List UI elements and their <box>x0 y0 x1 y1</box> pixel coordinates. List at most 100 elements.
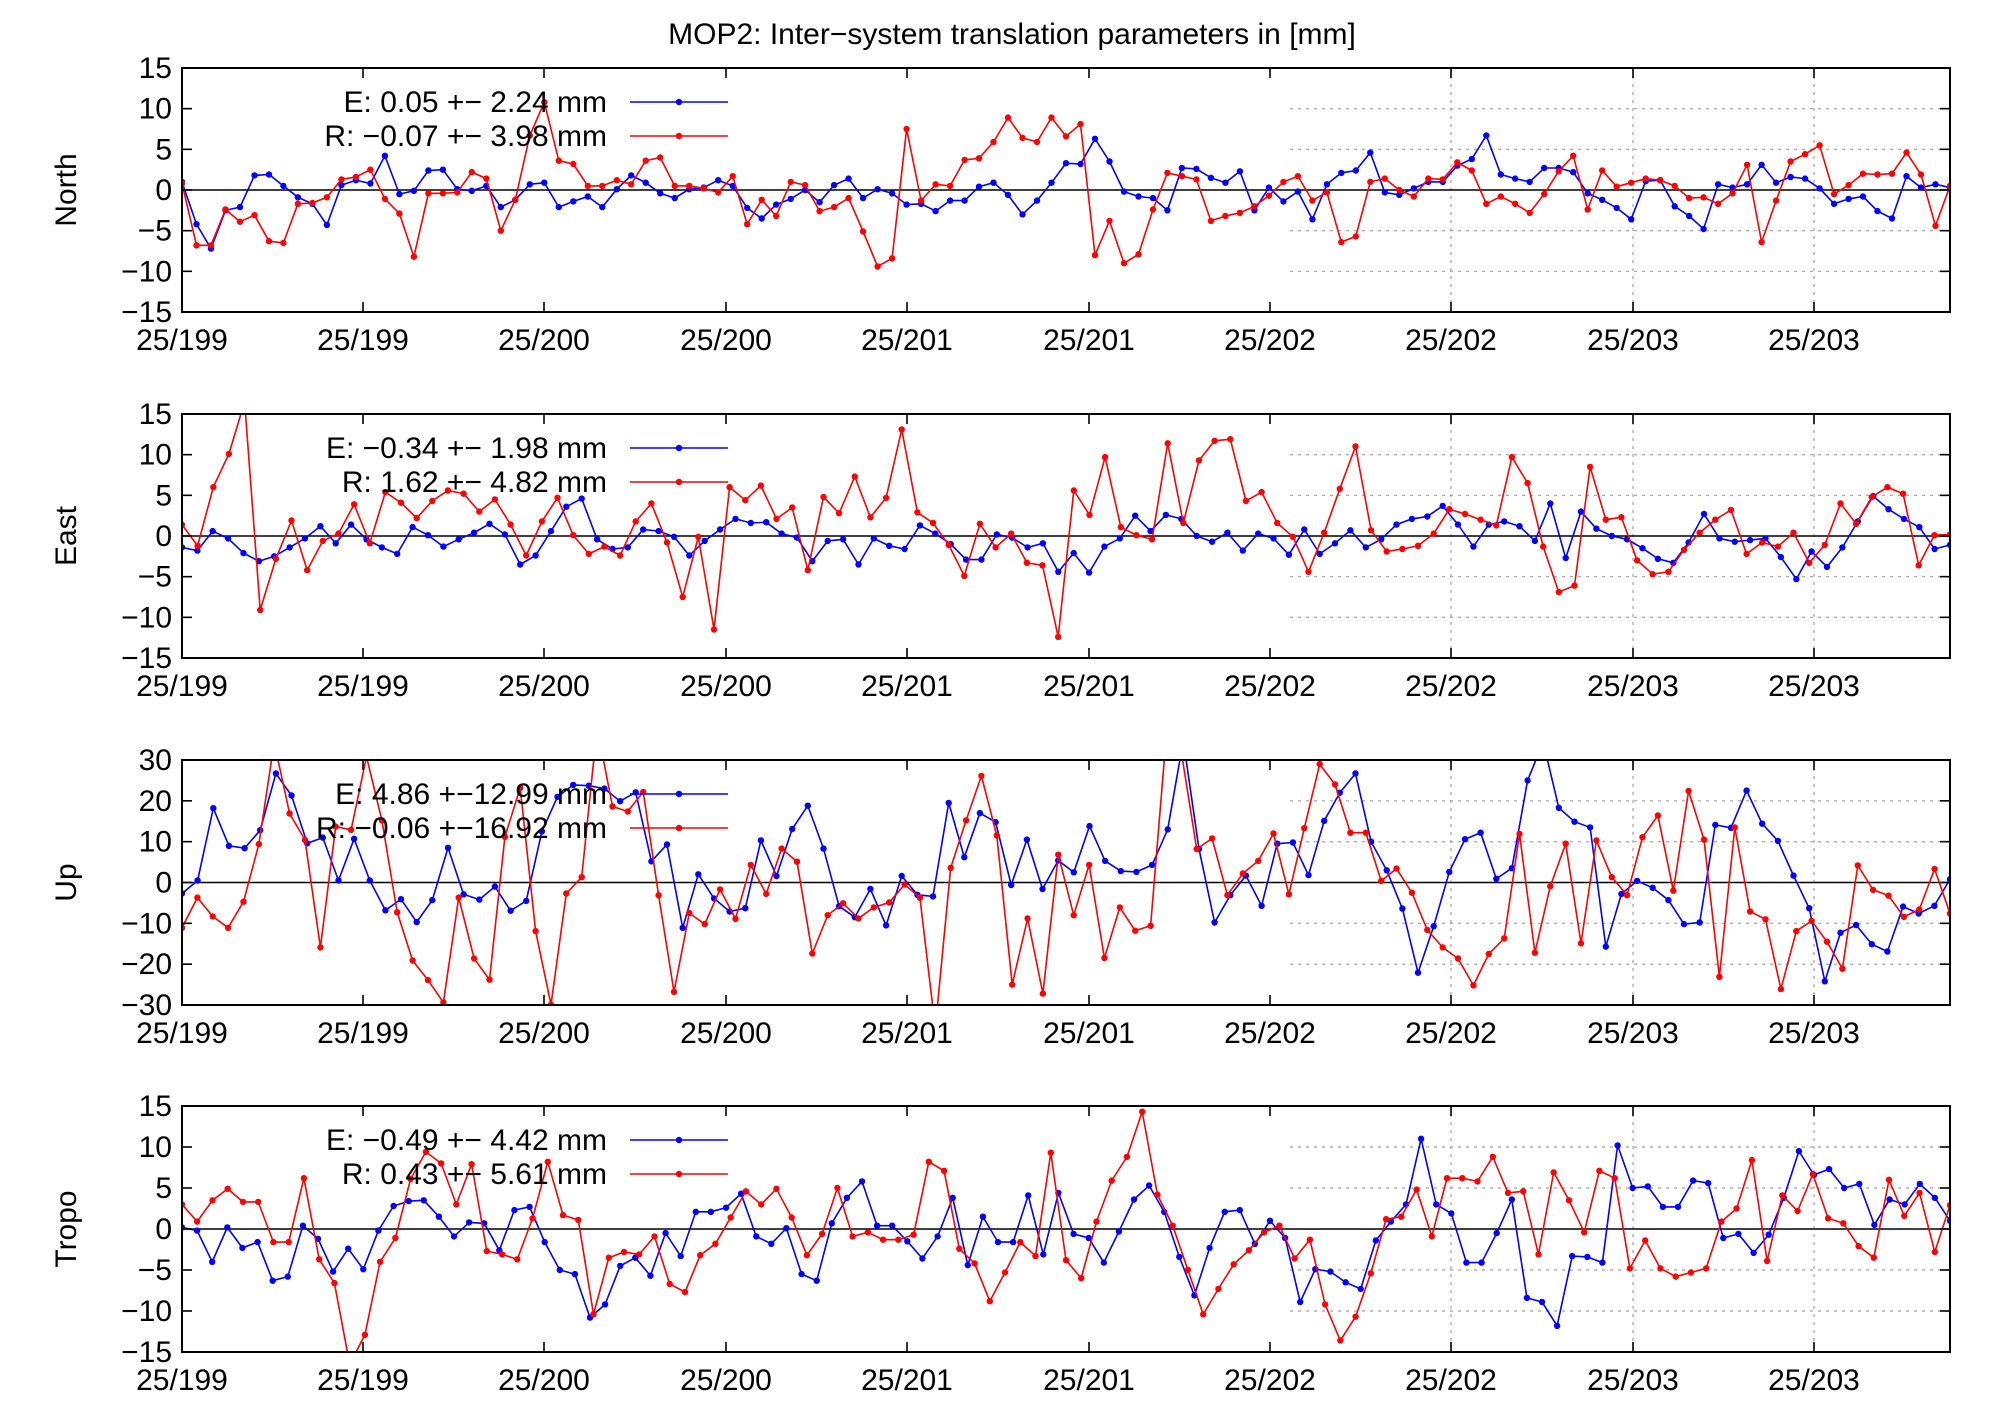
data-point-E <box>225 842 233 849</box>
y-tick-label: 15 <box>139 398 172 431</box>
data-point-R <box>224 924 232 931</box>
y-tick-label: −15 <box>121 642 172 675</box>
data-point-E <box>497 203 504 211</box>
data-point-E <box>1633 877 1641 885</box>
data-point-R <box>409 957 416 964</box>
data-point-R <box>1396 186 1403 194</box>
data-point-R <box>523 552 530 559</box>
data-point-R <box>655 892 662 899</box>
data-point-E <box>1931 1194 1939 1202</box>
data-point-R <box>855 915 862 922</box>
data-point-E <box>859 194 867 202</box>
data-point-R <box>309 199 316 207</box>
data-point-R <box>835 510 843 517</box>
data-point-R <box>331 1279 338 1287</box>
data-point-E <box>1555 804 1563 811</box>
data-point-E <box>1816 185 1823 192</box>
data-point-R <box>1885 892 1892 899</box>
data-point-R <box>1657 1265 1664 1272</box>
data-point-R <box>413 514 420 522</box>
x-tick-label: 25/202 <box>1224 324 1316 357</box>
data-point-R <box>1727 506 1735 514</box>
data-point-E <box>1790 872 1797 879</box>
data-point-E <box>1280 198 1287 205</box>
data-point-R <box>1671 182 1678 190</box>
y-tick-label: 10 <box>139 93 172 126</box>
data-point-E <box>517 561 524 568</box>
data-point-R <box>632 518 639 525</box>
data-point-R <box>947 864 954 871</box>
data-point-E <box>347 521 355 528</box>
data-point-R <box>818 1230 826 1238</box>
data-point-E <box>1454 521 1462 528</box>
data-point-R <box>1670 887 1677 894</box>
data-point-R <box>1772 197 1780 204</box>
data-point-R <box>422 1148 430 1156</box>
data-point-E <box>465 1219 473 1226</box>
data-point-E <box>455 536 462 543</box>
legend-label-R: R: −0.07 +− 3.98 mm <box>324 120 607 153</box>
data-point-R <box>1123 1153 1131 1161</box>
data-point-R <box>1504 1189 1512 1197</box>
data-point-E <box>1255 530 1262 537</box>
data-point-R <box>1120 260 1128 267</box>
data-point-R <box>301 836 309 844</box>
data-point-R <box>255 840 263 848</box>
data-point-R <box>882 494 890 501</box>
data-point-R <box>903 125 910 133</box>
data-point-E <box>1599 1259 1606 1266</box>
data-point-E <box>758 215 765 222</box>
data-point-R <box>1169 1222 1176 1229</box>
y-tick-label: −5 <box>138 215 172 248</box>
y-tick-label: 0 <box>155 520 172 553</box>
data-point-R <box>1367 1270 1375 1277</box>
data-point-E <box>1285 551 1293 558</box>
data-point-R <box>255 1198 262 1206</box>
data-point-R <box>788 1214 795 1221</box>
data-point-R <box>1900 913 1908 920</box>
data-point-R <box>932 181 939 188</box>
data-point-R <box>1531 949 1539 956</box>
y-tick-label: −30 <box>121 989 172 1022</box>
data-point-R <box>1593 837 1600 844</box>
x-tick-label: 25/201 <box>861 670 953 703</box>
data-point-R <box>1916 1189 1923 1197</box>
data-point-E <box>1147 527 1154 535</box>
data-point-E <box>882 922 890 929</box>
data-point-R <box>468 168 475 176</box>
series-group <box>182 760 1950 1005</box>
data-point-E <box>570 781 577 789</box>
data-point-E <box>1117 867 1125 875</box>
panels-group: E: 0.05 +− 2.24 mmR: −0.07 +− 3.98 mm 15 1… <box>50 52 1951 1397</box>
data-point-E <box>647 1272 654 1279</box>
data-point-E <box>224 535 232 542</box>
data-point-E <box>571 1270 579 1278</box>
data-point-R <box>1093 1218 1100 1225</box>
data-point-R <box>1195 457 1203 464</box>
data-point-R <box>747 861 754 869</box>
data-point-E <box>1613 204 1620 212</box>
legend-marker-R <box>675 824 683 832</box>
data-point-E <box>1367 149 1374 156</box>
panel-east: E: −0.34 +− 1.98 mmR: 1.62 +− 4.82 mm 15 1… <box>50 398 1951 703</box>
data-point-E <box>1512 175 1519 182</box>
data-point-R <box>575 1216 582 1224</box>
data-point-R <box>1215 1285 1222 1293</box>
data-point-R <box>1193 176 1200 183</box>
data-point-R <box>1323 189 1331 196</box>
data-point-E <box>335 877 342 884</box>
data-point-R <box>849 1233 856 1240</box>
data-point-R <box>1108 1177 1115 1184</box>
x-tick-label: 25/200 <box>680 1364 772 1397</box>
data-point-R <box>666 1280 673 1288</box>
data-point-R <box>1085 861 1093 869</box>
data-point-R <box>1642 175 1649 182</box>
data-point-R <box>992 544 999 551</box>
data-point-R <box>1208 835 1216 842</box>
data-point-R <box>1571 582 1578 589</box>
data-point-E <box>1538 1298 1546 1306</box>
data-point-R <box>497 227 504 234</box>
data-point-R <box>1184 1266 1192 1274</box>
data-point-R <box>1424 926 1431 934</box>
series-group <box>182 414 1950 641</box>
